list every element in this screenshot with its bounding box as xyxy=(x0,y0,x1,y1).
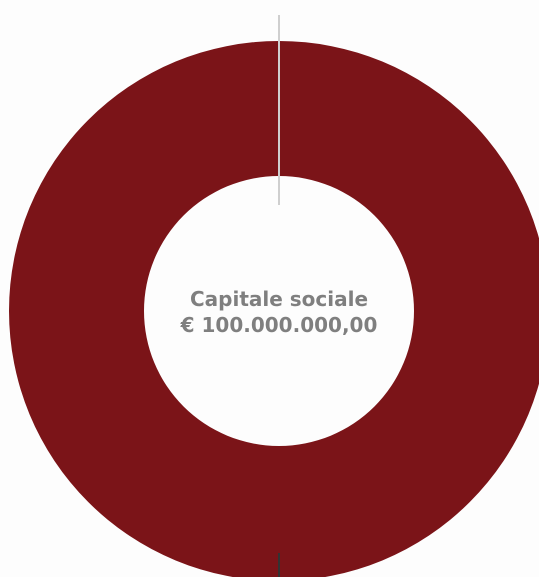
slice-0 xyxy=(9,41,539,577)
center-title: Capitale sociale xyxy=(190,287,368,311)
slices-group xyxy=(9,41,539,577)
center-value: € 100.000.000,00 xyxy=(180,313,378,337)
